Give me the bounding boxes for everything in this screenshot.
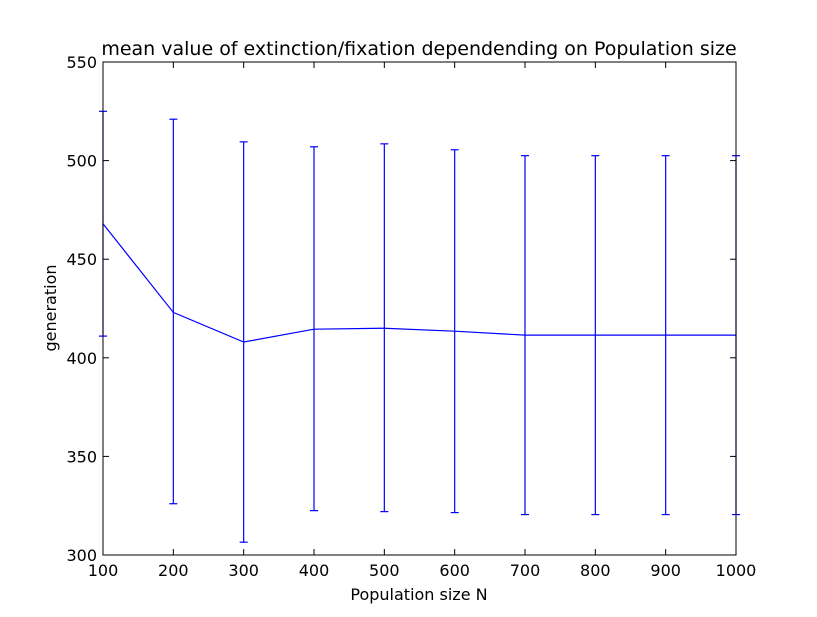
x-tick-label: 900 bbox=[650, 561, 681, 580]
x-tick-label: 300 bbox=[228, 561, 259, 580]
x-tick-label: 800 bbox=[580, 561, 611, 580]
y-tick-label: 500 bbox=[66, 152, 97, 171]
x-tick-label: 500 bbox=[369, 561, 400, 580]
y-axis-label: generation bbox=[41, 264, 60, 351]
x-tick-label: 700 bbox=[510, 561, 541, 580]
plot-frame bbox=[102, 61, 737, 556]
chart-title: mean value of extinction/fixation depend… bbox=[101, 38, 736, 60]
y-tick-label: 550 bbox=[66, 53, 97, 72]
y-tick-label: 400 bbox=[66, 349, 97, 368]
axis-ticks: 100 200 300 400 500 600 700 800 900 1000 300 350 400… bbox=[66, 53, 756, 580]
x-tick-label: 600 bbox=[439, 561, 470, 580]
x-tick-label: 400 bbox=[299, 561, 330, 580]
plot-area bbox=[99, 110, 740, 543]
x-axis-label: Population size N bbox=[350, 585, 487, 604]
x-tick-label: 1000 bbox=[716, 561, 757, 580]
x-tick-label: 100 bbox=[88, 561, 119, 580]
x-tick-label: 200 bbox=[158, 561, 189, 580]
y-tick-label: 300 bbox=[66, 546, 97, 565]
y-tick-label: 350 bbox=[66, 447, 97, 466]
series-line bbox=[102, 223, 736, 343]
y-tick-label: 450 bbox=[66, 250, 97, 269]
